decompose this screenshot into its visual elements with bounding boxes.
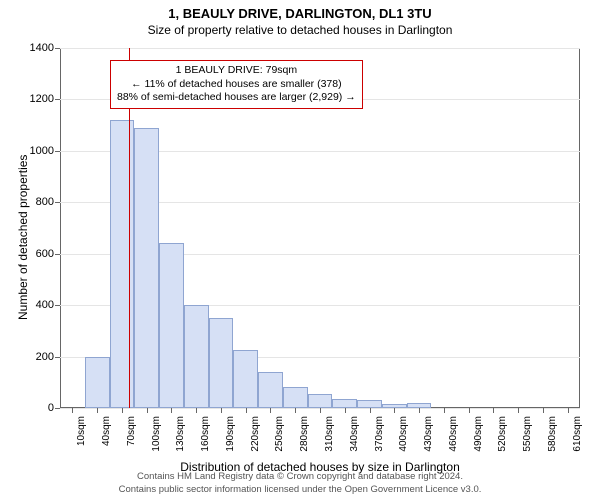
x-tick-label: 550sqm: [522, 416, 533, 452]
x-tick-label: 280sqm: [299, 416, 310, 452]
x-tick-mark: [469, 408, 470, 413]
plot-region: 020040060080010001200140010sqm40sqm70sqm…: [60, 48, 580, 408]
footer-line-2: Contains public sector information licen…: [0, 484, 600, 496]
x-tick-label: 310sqm: [324, 416, 335, 452]
x-tick-label: 220sqm: [250, 416, 261, 452]
x-tick-mark: [370, 408, 371, 413]
histogram-bar: [233, 350, 258, 408]
footer-line-1: Contains HM Land Registry data © Crown c…: [0, 471, 600, 483]
x-tick-mark: [568, 408, 569, 413]
histogram-bar: [209, 318, 234, 408]
annotation-line: 1 BEAULY DRIVE: 79sqm: [117, 64, 356, 78]
x-tick-mark: [394, 408, 395, 413]
footer-attribution: Contains HM Land Registry data © Crown c…: [0, 471, 600, 496]
x-tick-mark: [295, 408, 296, 413]
y-tick-label: 1200: [14, 93, 54, 105]
y-tick-mark: [55, 151, 60, 152]
histogram-bar: [283, 387, 308, 408]
x-tick-label: 70sqm: [126, 416, 137, 446]
y-tick-mark: [55, 305, 60, 306]
x-tick-mark: [97, 408, 98, 413]
histogram-bar: [159, 243, 184, 408]
chart: 020040060080010001200140010sqm40sqm70sqm…: [60, 48, 580, 408]
histogram-bar: [258, 372, 283, 408]
y-tick-mark: [55, 48, 60, 49]
x-tick-mark: [419, 408, 420, 413]
page-title: 1, BEAULY DRIVE, DARLINGTON, DL1 3TU: [0, 0, 600, 21]
x-tick-label: 610sqm: [572, 416, 583, 452]
x-tick-label: 340sqm: [349, 416, 360, 452]
y-tick-mark: [55, 254, 60, 255]
annotation-line: 88% of semi-detached houses are larger (…: [117, 91, 356, 105]
annotation-box: 1 BEAULY DRIVE: 79sqm← 11% of detached h…: [110, 60, 363, 109]
x-tick-label: 10sqm: [76, 416, 87, 446]
x-tick-mark: [493, 408, 494, 413]
y-tick-label: 200: [14, 351, 54, 363]
x-tick-label: 370sqm: [374, 416, 385, 452]
x-tick-mark: [270, 408, 271, 413]
x-tick-mark: [320, 408, 321, 413]
x-tick-label: 130sqm: [175, 416, 186, 452]
x-tick-label: 580sqm: [547, 416, 558, 452]
y-axis-label: Number of detached properties: [16, 155, 30, 320]
x-tick-mark: [72, 408, 73, 413]
page-subtitle: Size of property relative to detached ho…: [0, 21, 600, 37]
x-tick-mark: [196, 408, 197, 413]
y-tick-mark: [55, 408, 60, 409]
x-tick-label: 490sqm: [473, 416, 484, 452]
x-tick-label: 190sqm: [225, 416, 236, 452]
x-tick-label: 250sqm: [274, 416, 285, 452]
x-tick-mark: [444, 408, 445, 413]
histogram-bar: [110, 120, 135, 408]
x-tick-label: 520sqm: [497, 416, 508, 452]
x-tick-label: 430sqm: [423, 416, 434, 452]
x-tick-mark: [147, 408, 148, 413]
grid-line: [60, 48, 580, 49]
y-tick-label: 1400: [14, 42, 54, 54]
x-tick-mark: [246, 408, 247, 413]
x-tick-label: 460sqm: [448, 416, 459, 452]
histogram-bar: [357, 400, 382, 408]
x-tick-label: 160sqm: [200, 416, 211, 452]
y-tick-mark: [55, 202, 60, 203]
x-tick-label: 400sqm: [398, 416, 409, 452]
x-tick-label: 100sqm: [151, 416, 162, 452]
histogram-bar: [85, 357, 110, 408]
x-tick-label: 40sqm: [101, 416, 112, 446]
histogram-bar: [184, 305, 209, 408]
x-tick-mark: [221, 408, 222, 413]
y-tick-label: 0: [14, 402, 54, 414]
histogram-bar: [332, 399, 357, 408]
histogram-bar: [134, 128, 159, 408]
x-tick-mark: [171, 408, 172, 413]
annotation-line: ← 11% of detached houses are smaller (37…: [117, 78, 356, 92]
histogram-bar: [308, 394, 333, 408]
x-tick-mark: [518, 408, 519, 413]
y-tick-mark: [55, 357, 60, 358]
x-tick-mark: [345, 408, 346, 413]
x-tick-mark: [122, 408, 123, 413]
x-tick-mark: [543, 408, 544, 413]
y-tick-mark: [55, 99, 60, 100]
